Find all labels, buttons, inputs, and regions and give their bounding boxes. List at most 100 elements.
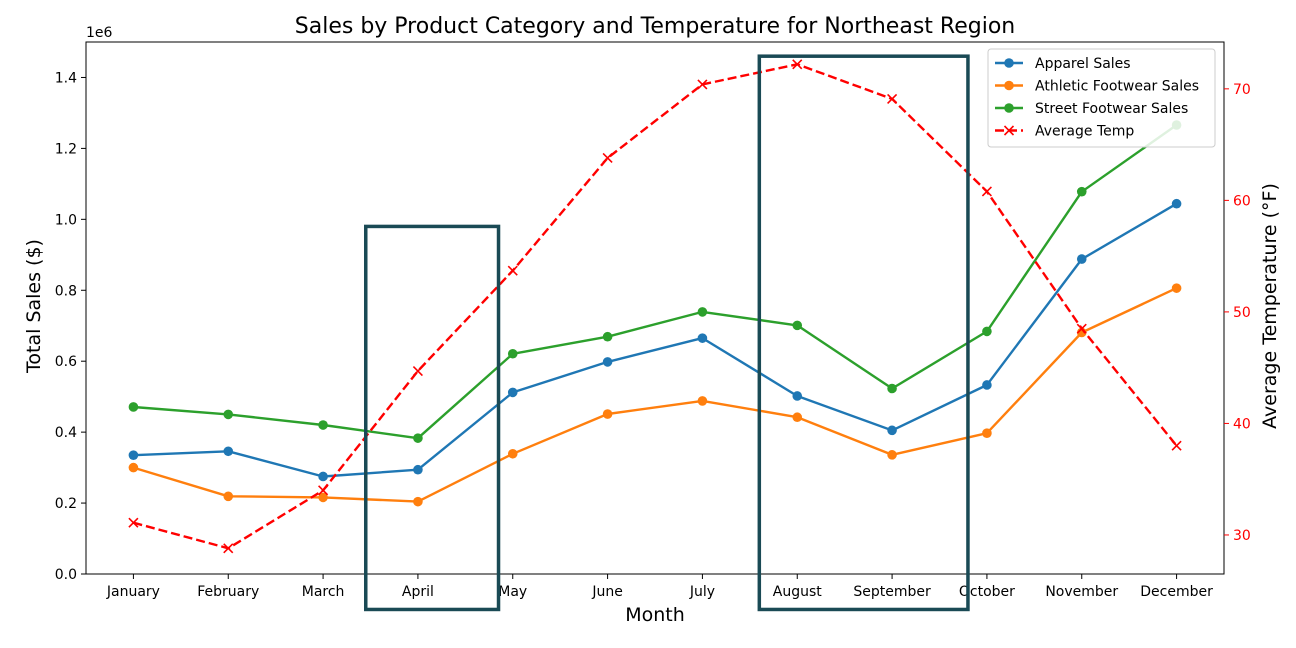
chart-title: Sales by Product Category and Temperatur…: [295, 14, 1015, 39]
data-point: [413, 464, 423, 475]
legend-label: Street Footwear Sales: [1035, 101, 1188, 117]
data-point-x: [981, 186, 992, 197]
data-point: [697, 333, 708, 343]
x-tick-label: December: [1140, 584, 1213, 600]
plot-frame: [85, 41, 1225, 575]
data-point: [1171, 198, 1182, 209]
legend-marker: [1004, 103, 1014, 113]
data-point-x: [223, 543, 234, 554]
legend-marker: [1004, 80, 1014, 91]
x-tick-label: April: [402, 584, 434, 600]
data-point-stroke: [1076, 323, 1087, 334]
data-point: [507, 348, 518, 359]
x-tick-label: August: [773, 584, 823, 600]
x-tick-label: September: [853, 584, 931, 600]
y-tick-label-right: 70: [1233, 82, 1251, 98]
data-point-stroke: [981, 186, 992, 197]
data-point-x: [792, 59, 803, 70]
y-tick-label: 0.0: [55, 567, 77, 583]
data-point-x: [412, 365, 423, 377]
data-point-x: [128, 517, 139, 528]
legend-label: Average Temp: [1035, 124, 1134, 140]
data-point-stroke: [602, 152, 613, 164]
data-point: [223, 491, 234, 502]
y-tick-label-right: 40: [1233, 416, 1251, 432]
data-point: [792, 412, 803, 423]
y-tick-label: 0.8: [55, 283, 77, 299]
data-point: [1171, 283, 1182, 293]
y-tick-label: 1.4: [55, 70, 77, 86]
series-line: [133, 124, 1178, 440]
x-tick-label: March: [302, 584, 345, 600]
data-point-x: [318, 485, 329, 496]
x-tick-label: November: [1045, 584, 1118, 600]
data-point: [223, 409, 234, 420]
data-point-stroke: [792, 59, 803, 70]
data-point: [982, 428, 992, 438]
data-point-x: [602, 152, 613, 164]
highlight-box: [757, 54, 970, 612]
data-point-stroke: [1171, 440, 1182, 451]
y-tick-label-right: 50: [1233, 305, 1251, 321]
data-point: [318, 471, 328, 482]
y-axis-label: Total Sales ($): [23, 239, 45, 374]
legend-marker: [1003, 125, 1015, 136]
highlight-box: [364, 224, 501, 612]
data-point-stroke: [318, 485, 329, 496]
y-tick-label: 0.6: [55, 354, 77, 370]
data-point: [982, 380, 992, 390]
data-point: [318, 420, 328, 430]
data-point: [128, 450, 139, 460]
legend: Apparel Sales Athletic Footwear Sales Stre…: [987, 48, 1216, 148]
y-tick-label: 0.4: [55, 425, 77, 441]
y-tick-label: 1.0: [55, 212, 77, 228]
series-line: [133, 202, 1178, 478]
series-line: [133, 63, 1178, 550]
y-tick-label-right: 30: [1233, 528, 1251, 544]
y-axis-multiplier: 1e6: [86, 25, 113, 41]
data-point: [507, 448, 518, 459]
x-tick-label: June: [591, 584, 623, 600]
x-tick-label: February: [197, 584, 259, 600]
series-line: [133, 287, 1178, 503]
data-point: [602, 409, 613, 419]
data-point: [507, 387, 518, 398]
data-point: [887, 383, 897, 394]
data-point-x: [1076, 323, 1087, 334]
x-tick-label: May: [498, 584, 527, 600]
data-point-stroke: [507, 265, 518, 276]
y-tick-label-right: 60: [1233, 193, 1251, 209]
x-tick-label: July: [689, 584, 715, 600]
y-tick-label: 1.2: [55, 141, 77, 157]
legend-marker: [1004, 58, 1014, 68]
data-point: [887, 450, 897, 460]
y-axis-label-right: Average Temperature (°F): [1259, 183, 1281, 429]
data-point: [1076, 186, 1087, 197]
data-point: [128, 462, 139, 473]
data-point-x: [1171, 440, 1182, 451]
data-point: [697, 396, 708, 406]
data-point: [1076, 254, 1087, 264]
data-point: [602, 357, 613, 367]
series-layer: [128, 59, 1182, 554]
x-tick-label: January: [106, 584, 160, 600]
data-point-stroke: [887, 93, 898, 104]
data-point-stroke: [697, 79, 708, 90]
legend-label: Athletic Footwear Sales: [1035, 79, 1199, 95]
data-point: [223, 446, 234, 457]
axes-layer: January February March April May June July Augu…: [55, 41, 1251, 600]
y-tick-label: 0.2: [55, 496, 77, 512]
highlight-layer: [364, 54, 970, 612]
legend-label: Apparel Sales: [1035, 56, 1131, 72]
data-point-x: [887, 93, 898, 104]
data-point: [413, 496, 423, 507]
data-point: [318, 492, 328, 503]
data-point-x: [697, 79, 708, 90]
data-point: [128, 402, 139, 412]
x-axis-label: Month: [625, 604, 685, 626]
data-point: [982, 326, 992, 337]
data-point: [602, 331, 613, 342]
data-point-stroke: [128, 517, 139, 528]
